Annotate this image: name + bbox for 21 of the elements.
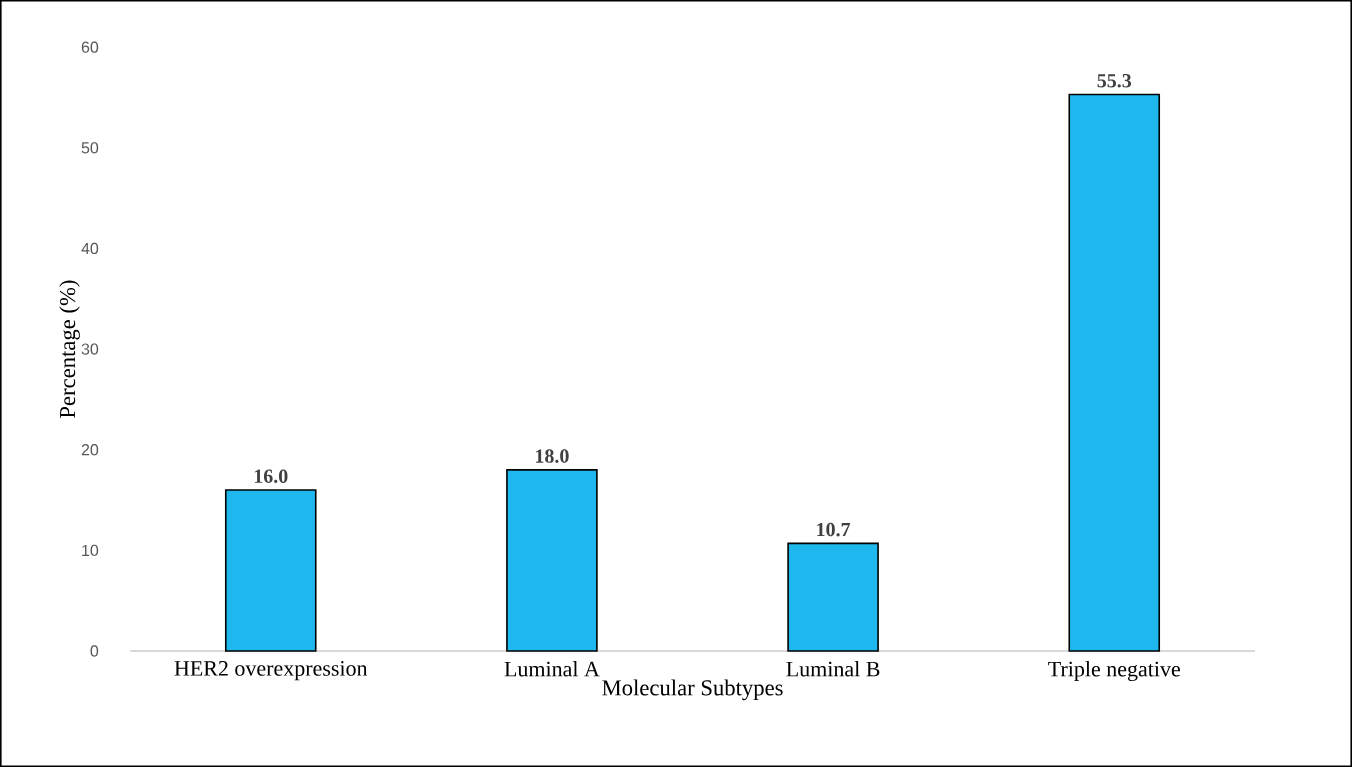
y-tick-label: 30 (81, 343, 99, 355)
x-axis-title: Molecular Subtypes (602, 679, 783, 701)
y-axis-title: Percentage (%) (59, 280, 80, 418)
x-tick-label: Triple negative (1048, 660, 1180, 681)
y-tick-label: 50 (81, 142, 99, 154)
x-tick-label: Luminal B (786, 660, 880, 677)
y-tick-label: 20 (81, 444, 99, 456)
bar (224, 489, 317, 652)
data-label: 55.3 (1097, 73, 1132, 88)
bar (506, 468, 598, 652)
data-label: 16.0 (254, 469, 288, 483)
y-tick-label: 60 (81, 41, 99, 53)
x-tick-label: HER2 overexpression (174, 660, 368, 681)
bar (1068, 93, 1161, 652)
y-tick-label: 10 (82, 544, 99, 556)
data-label: 10.7 (817, 522, 851, 537)
y-tick-label: 0 (90, 645, 99, 657)
bar (787, 542, 879, 652)
data-label: 18.0 (536, 449, 569, 463)
x-tick-label: Luminal A (504, 660, 600, 677)
y-tick-label: 40 (81, 242, 99, 255)
